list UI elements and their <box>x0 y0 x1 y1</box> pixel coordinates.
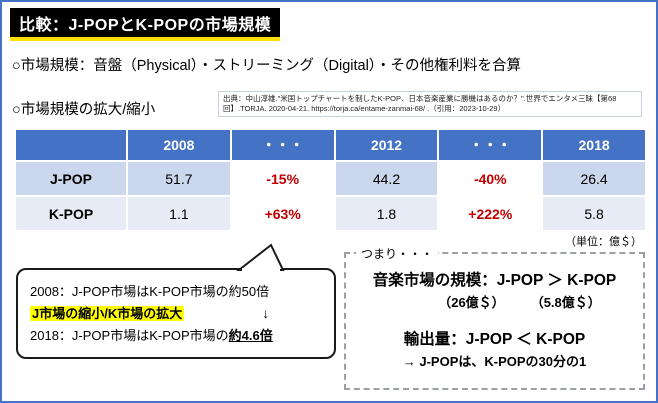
table-header-row: 2008 ・・・ 2012 ・・・ 2018 <box>16 130 645 160</box>
table-header-2008: 2008 <box>128 130 230 160</box>
slide-title: 比較：J-POPとK-POPの市場規模 <box>10 8 281 41</box>
table-corner-cell <box>16 130 126 160</box>
bullet-market-growth: ○市場規模の拡大/縮小 <box>12 102 156 118</box>
table-header-2012: 2012 <box>335 130 438 160</box>
bubble-line-2008: 2008：J-POP市場はK-POP市場の約50倍 <box>30 284 270 299</box>
bubble-line-trend: J市場の縮小/K市場の拡大 ↓ <box>30 303 322 322</box>
summary-kpop-value: （5.8億＄） <box>530 295 601 310</box>
kpop-change-1: +63% <box>231 197 334 230</box>
row-label-jpop: J-POP <box>16 162 126 195</box>
table-header-dots-1: ・・・ <box>231 130 334 160</box>
market-size-table: 2008 ・・・ 2012 ・・・ 2018 J-POP 51.7 -15% 4… <box>16 130 645 232</box>
source-citation: 出典：中山淳雄."米国トップチャートを制したK-POP、日本音楽産業に勝機はある… <box>218 91 642 118</box>
summary-export: 輸出量：J-POP ＜ K-POP <box>403 331 586 348</box>
unit-note: （単位：億＄） <box>565 236 642 248</box>
jpop-2012-value: 44.2 <box>335 162 438 195</box>
kpop-change-2: +222% <box>439 197 542 230</box>
table-header-dots-2: ・・・ <box>439 130 542 160</box>
summary-jpop-value: （26億＄） <box>438 295 505 310</box>
table-header-2018: 2018 <box>543 130 645 160</box>
kpop-2008-value: 1.1 <box>128 197 230 230</box>
jpop-2018-value: 26.4 <box>543 162 645 195</box>
kpop-2018-value: 5.8 <box>543 197 645 230</box>
jpop-2008-value: 51.7 <box>128 162 230 195</box>
speech-bubble: 2008：J-POP市場はK-POP市場の約50倍 J市場の縮小/K市場の拡大 ↓… <box>16 243 336 359</box>
summary-box: つまり・・・ 音楽市場の規模：J-POP ＞ K-POP （26億＄） （5.8… <box>344 245 645 390</box>
summary-market-size: 音楽市場の規模：J-POP ＞ K-POP <box>372 272 617 289</box>
speech-bubble-tail-icon <box>236 243 285 272</box>
bubble-highlight: J市場の縮小/K市場の拡大 <box>30 306 185 321</box>
summary-export-detail: → J-POPは、K-POPの30分の1 <box>402 354 587 369</box>
kpop-2012-value: 1.8 <box>335 197 438 230</box>
bubble-2018-emphasis: 約4.6倍 <box>228 328 273 343</box>
table-row-kpop: K-POP 1.1 +63% 1.8 +222% 5.8 <box>16 197 645 230</box>
bullet-market-definition: ○市場規模：音盤（Physical）・ストリーミング（Digital）・その他権… <box>12 58 522 74</box>
jpop-change-1: -15% <box>231 162 334 195</box>
bubble-2018-prefix: 2018：J-POP市場はK-POP市場の <box>30 328 229 343</box>
table-row-jpop: J-POP 51.7 -15% 44.2 -40% 26.4 <box>16 162 645 195</box>
summary-values: （26億＄） （5.8億＄） <box>396 292 643 311</box>
summary-label: つまり・・・ <box>356 245 439 262</box>
bubble-line-2018: 2018：J-POP市場はK-POP市場の約4.6倍 <box>30 325 322 344</box>
down-arrow-icon: ↓ <box>262 305 270 321</box>
jpop-change-2: -40% <box>439 162 542 195</box>
row-label-kpop: K-POP <box>16 197 126 230</box>
